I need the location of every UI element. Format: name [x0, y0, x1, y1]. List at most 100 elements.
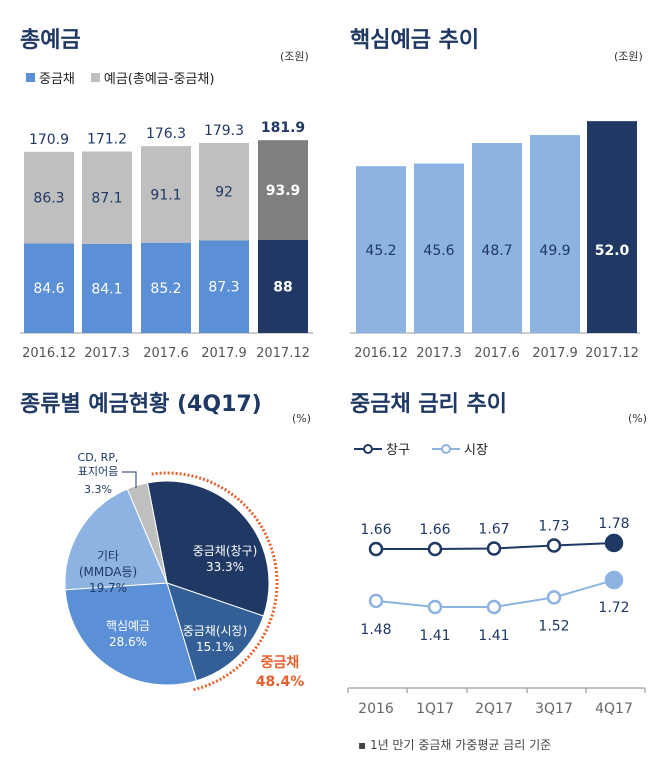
x-tick: 2016.12 — [354, 346, 408, 361]
group-label: 중금채 — [261, 655, 300, 671]
x-tick: 4Q17 — [595, 701, 633, 717]
pie-label: 기타 — [97, 549, 119, 563]
data-point — [427, 541, 443, 557]
bar-deposit — [258, 140, 308, 240]
label-core: 45.6 — [423, 243, 454, 259]
bar-bond — [141, 242, 191, 333]
unit-total: (조원) — [280, 50, 309, 63]
label-core: 45.2 — [365, 243, 396, 259]
unit-rate: (%) — [628, 412, 648, 425]
title-core-deposits: 핵심예금 추이 — [350, 28, 480, 53]
x-tick: 3Q17 — [535, 701, 573, 717]
unit-mix: (%) — [292, 412, 312, 425]
pie-slice — [126, 482, 168, 584]
label-total: 171.2 — [87, 132, 127, 148]
pie-value: 19.7% — [89, 581, 127, 595]
pie-label: 핵심예금 — [106, 619, 150, 633]
data-point — [604, 533, 624, 553]
bar-deposit — [199, 142, 249, 241]
x-tick: 2017.3 — [416, 346, 462, 361]
data-label: 1.72 — [598, 600, 629, 616]
pie-label-cd: 표지어음 — [78, 465, 118, 478]
data-point — [368, 541, 384, 557]
title-rate-trend: 중금채 금리 추이 — [350, 392, 507, 417]
label-deposit: 93.9 — [266, 183, 301, 199]
bar-bond — [258, 239, 308, 333]
pie-slice — [146, 480, 270, 617]
data-point — [427, 599, 443, 615]
label-core: 48.7 — [481, 243, 512, 259]
x-tick: 2017.3 — [84, 346, 130, 361]
x-tick: 2017.9 — [201, 346, 247, 361]
x-tick: 2017.12 — [256, 346, 310, 361]
label-bond: 84.6 — [33, 281, 64, 297]
pie-value: 28.6% — [109, 635, 147, 649]
x-tick: 2017.6 — [474, 346, 520, 361]
bar-core — [530, 135, 580, 333]
x-tick: 2017.12 — [585, 346, 639, 361]
label-deposit: 87.1 — [91, 191, 122, 207]
label-total: 179.3 — [204, 123, 244, 139]
x-tick: 2017.6 — [143, 346, 189, 361]
pie-value-cd: 3.3% — [84, 483, 112, 496]
label-bond: 88 — [273, 279, 292, 295]
bar-core — [356, 166, 406, 333]
group-value: 48.4% — [256, 674, 305, 690]
x-tick: 2017.9 — [532, 346, 578, 361]
x-tick: 1Q17 — [416, 701, 454, 717]
legend-deposit: 예금(총예금-중금채) — [103, 72, 215, 87]
data-label: 1.48 — [360, 622, 391, 638]
data-label: 1.66 — [419, 522, 450, 538]
data-point — [368, 593, 384, 609]
label-deposit: 91.1 — [150, 187, 181, 203]
data-label: 1.78 — [598, 516, 629, 532]
legend-market: 시장 — [464, 443, 488, 458]
title-deposit-mix: 종류별 예금현황 (4Q17) — [20, 392, 262, 417]
pie-slice — [166, 582, 265, 682]
bar-deposit — [24, 151, 74, 244]
pie-value: 15.1% — [196, 640, 234, 654]
data-point — [486, 599, 502, 615]
label-total: 181.9 — [261, 120, 305, 136]
label-bond: 85.2 — [150, 281, 181, 297]
label-total: 176.3 — [146, 126, 186, 142]
bar-bond — [199, 240, 249, 333]
data-point — [546, 538, 562, 553]
label-core: 52.0 — [595, 243, 630, 259]
unit-core: (조원) — [614, 50, 643, 63]
pie-value: 33.3% — [206, 560, 244, 574]
label-core: 49.9 — [539, 243, 570, 259]
x-tick: 2016.12 — [22, 346, 76, 361]
footnote: ▪ 1년 만기 중금채 가중평균 금리 기준 — [358, 738, 552, 752]
bar-deposit — [141, 146, 191, 243]
label-bond: 87.3 — [208, 280, 239, 296]
data-label: 1.41 — [478, 628, 509, 644]
pie-label: (MMDA등) — [79, 565, 137, 579]
data-label: 1.66 — [360, 522, 391, 538]
bar-core — [414, 163, 464, 333]
legend-counter: 창구 — [386, 443, 410, 458]
bar-core — [472, 143, 522, 333]
label-deposit: 86.3 — [33, 191, 64, 207]
legend-swatch-deposit — [90, 73, 100, 82]
pie-slice — [64, 488, 168, 591]
data-label: 1.67 — [478, 522, 509, 538]
bar-deposit — [82, 151, 132, 244]
data-point — [486, 541, 502, 556]
data-point — [546, 590, 562, 605]
pie-slice — [64, 582, 198, 686]
legend-marker — [363, 444, 373, 454]
legend-marker — [441, 444, 451, 454]
pie-label: 중금채(시장) — [183, 624, 248, 638]
leader-line — [122, 471, 137, 488]
legend-swatch-bond — [26, 73, 35, 82]
pie-label: 중금채(창구) — [193, 544, 258, 558]
data-label: 1.52 — [538, 618, 569, 634]
legend-total: 중금채 예금(총예금-중금채) — [26, 68, 214, 87]
bar-bond — [82, 243, 132, 333]
label-deposit: 92 — [215, 185, 233, 201]
bar-bond — [24, 243, 74, 333]
group-arc — [151, 471, 279, 692]
legend-bond: 중금채 — [39, 72, 75, 87]
label-bond: 84.1 — [91, 281, 122, 297]
